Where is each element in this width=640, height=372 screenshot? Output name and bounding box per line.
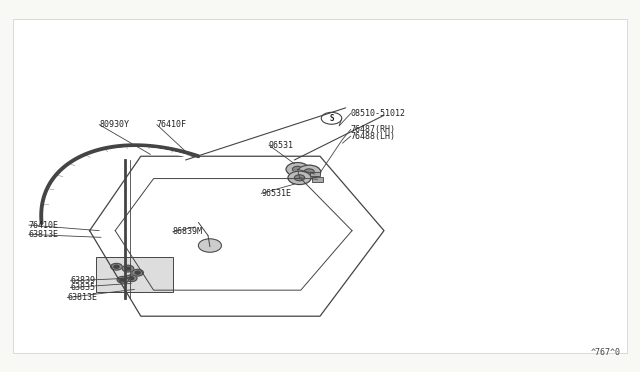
Text: 80930Y: 80930Y bbox=[99, 120, 129, 129]
Circle shape bbox=[292, 166, 303, 172]
Circle shape bbox=[125, 275, 137, 282]
Circle shape bbox=[111, 263, 122, 270]
Circle shape bbox=[129, 277, 134, 280]
Text: 63813E: 63813E bbox=[67, 293, 97, 302]
Text: 76488(LH): 76488(LH) bbox=[351, 132, 396, 141]
Circle shape bbox=[125, 267, 131, 270]
FancyBboxPatch shape bbox=[13, 19, 627, 353]
Bar bbox=[312, 177, 323, 182]
Text: 76410E: 76410E bbox=[29, 221, 59, 230]
Text: 86839M: 86839M bbox=[173, 227, 203, 236]
Text: ^767^0: ^767^0 bbox=[591, 348, 621, 357]
Circle shape bbox=[132, 269, 143, 276]
Text: 96531E: 96531E bbox=[261, 189, 291, 198]
Circle shape bbox=[122, 265, 134, 272]
Circle shape bbox=[298, 165, 321, 179]
Text: 63813E: 63813E bbox=[29, 230, 59, 239]
Circle shape bbox=[120, 278, 125, 281]
Text: 76410F: 76410F bbox=[157, 120, 187, 129]
Circle shape bbox=[294, 175, 305, 181]
Circle shape bbox=[288, 171, 311, 185]
Text: 08510-51012: 08510-51012 bbox=[351, 109, 406, 118]
Text: 63839: 63839 bbox=[70, 276, 95, 285]
Circle shape bbox=[114, 265, 119, 268]
Circle shape bbox=[135, 271, 140, 274]
Circle shape bbox=[198, 239, 221, 252]
Text: 63835: 63835 bbox=[70, 283, 95, 292]
Circle shape bbox=[304, 169, 314, 175]
FancyBboxPatch shape bbox=[96, 257, 173, 292]
Text: 76487(RH): 76487(RH) bbox=[351, 125, 396, 134]
Bar bbox=[310, 172, 320, 176]
Circle shape bbox=[321, 112, 342, 124]
Text: 96531: 96531 bbox=[269, 141, 294, 150]
Circle shape bbox=[286, 163, 309, 176]
Circle shape bbox=[117, 276, 129, 283]
Text: S: S bbox=[329, 114, 334, 123]
